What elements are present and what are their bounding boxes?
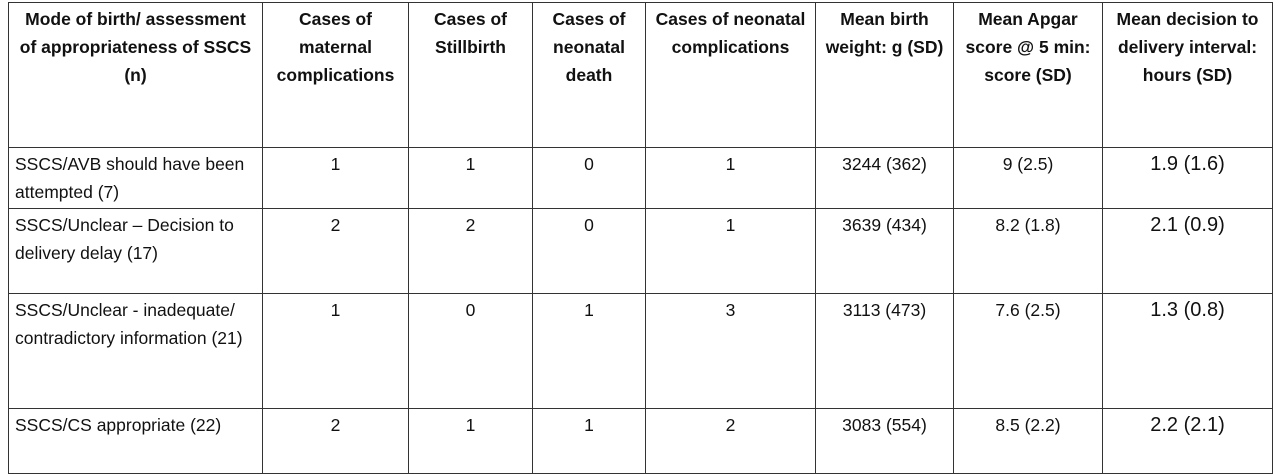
table-cell: 1 bbox=[408, 147, 533, 209]
table-cell: 8.5 (2.2) bbox=[953, 408, 1103, 474]
table-cell: 1.9 (1.6) bbox=[1102, 147, 1273, 209]
header-cell: Mean decision to delivery interval: hour… bbox=[1102, 2, 1273, 148]
header-cell: Mean birth weight: g (SD) bbox=[815, 2, 954, 148]
header-row: Mode of birth/ assessment of appropriate… bbox=[8, 2, 1273, 148]
table-cell: 1 bbox=[645, 208, 816, 294]
row-label: SSCS/AVB should have been attempted (7) bbox=[8, 147, 263, 209]
table-cell: 2 bbox=[262, 208, 409, 294]
table-row: SSCS/Unclear - inadequate/ contradictory… bbox=[8, 293, 1273, 409]
header-cell: Mode of birth/ assessment of appropriate… bbox=[8, 2, 263, 148]
table-cell: 1.3 (0.8) bbox=[1102, 293, 1273, 409]
header-cell: Cases of maternal complications bbox=[262, 2, 409, 148]
table-cell: 1 bbox=[645, 147, 816, 209]
data-table: Mode of birth/ assessment of appropriate… bbox=[8, 2, 1273, 474]
header-cell: Cases of Stillbirth bbox=[408, 2, 533, 148]
header-cell: Cases of neonatal death bbox=[532, 2, 646, 148]
table-cell: 0 bbox=[408, 293, 533, 409]
table-cell: 3 bbox=[645, 293, 816, 409]
table-cell: 3639 (434) bbox=[815, 208, 954, 294]
table-cell: 1 bbox=[262, 293, 409, 409]
table-body: SSCS/AVB should have been attempted (7) 1… bbox=[8, 147, 1273, 474]
row-label: SSCS/Unclear – Decision to delivery dela… bbox=[8, 208, 263, 294]
table-cell: 1 bbox=[532, 408, 646, 474]
table-cell: 1 bbox=[532, 293, 646, 409]
table-cell: 2 bbox=[408, 208, 533, 294]
table-head: Mode of birth/ assessment of appropriate… bbox=[8, 2, 1273, 148]
row-label: SSCS/Unclear - inadequate/ contradictory… bbox=[8, 293, 263, 409]
table-cell: 0 bbox=[532, 208, 646, 294]
table-cell: 2 bbox=[262, 408, 409, 474]
header-cell: Mean Apgar score @ 5 min: score (SD) bbox=[953, 2, 1103, 148]
table-row: SSCS/CS appropriate (22) 2 1 1 2 3083 (554) 8.… bbox=[8, 408, 1273, 474]
table-row: SSCS/Unclear – Decision to delivery dela… bbox=[8, 208, 1273, 294]
table-cell: 3083 (554) bbox=[815, 408, 954, 474]
table-cell: 3244 (362) bbox=[815, 147, 954, 209]
table-cell: 2.1 (0.9) bbox=[1102, 208, 1273, 294]
table-cell: 0 bbox=[532, 147, 646, 209]
row-label: SSCS/CS appropriate (22) bbox=[8, 408, 263, 474]
table-cell: 7.6 (2.5) bbox=[953, 293, 1103, 409]
table-row: SSCS/AVB should have been attempted (7) 1… bbox=[8, 147, 1273, 209]
table-cell: 2.2 (2.1) bbox=[1102, 408, 1273, 474]
table-cell: 2 bbox=[645, 408, 816, 474]
table-cell: 1 bbox=[408, 408, 533, 474]
table-cell: 9 (2.5) bbox=[953, 147, 1103, 209]
table-cell: 1 bbox=[262, 147, 409, 209]
table-cell: 8.2 (1.8) bbox=[953, 208, 1103, 294]
table-cell: 3113 (473) bbox=[815, 293, 954, 409]
header-cell: Cases of neonatal complications bbox=[645, 2, 816, 148]
